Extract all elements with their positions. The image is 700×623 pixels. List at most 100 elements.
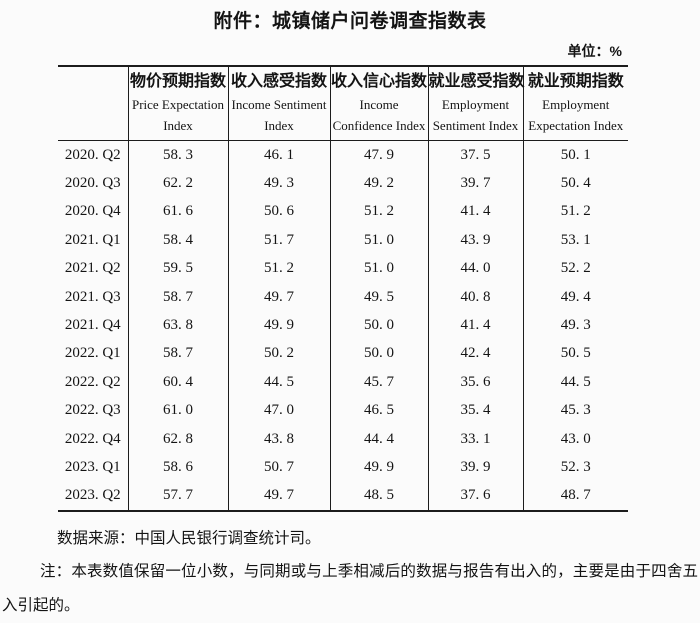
table-cell: 49. 3 <box>522 311 628 340</box>
table-cell: 51. 2 <box>329 197 428 227</box>
table-cell: 50. 0 <box>329 339 428 369</box>
table-cell: 58. 7 <box>127 339 228 369</box>
table-row: 2022. Q2 60. 4 44. 5 45. 7 35. 6 44. 5 <box>58 368 628 397</box>
table-cell: 49. 7 <box>227 481 330 512</box>
table-cell: 62. 8 <box>127 424 228 454</box>
row-period-label: 2020. Q4 <box>64 203 121 220</box>
row-period-label: 2022. Q4 <box>64 430 121 447</box>
table-cell: 58. 6 <box>127 453 228 482</box>
page-title: 附件：城镇储户问卷调查指数表 <box>213 11 487 32</box>
footnote: 注：本表数值保留一位小数，与同期或与上季相减后的数据与报告有出入的，主要是由于四… <box>2 563 698 615</box>
table-cell: 46. 1 <box>227 140 330 170</box>
row-period-label: 2023. Q2 <box>64 487 121 504</box>
table-cell: 62. 2 <box>127 169 228 198</box>
table-cell: 49. 4 <box>522 282 628 312</box>
table-cell: 53. 1 <box>522 226 628 255</box>
table-cell: 44. 4 <box>329 424 428 454</box>
row-period-label: 2021. Q2 <box>64 260 121 277</box>
table-cell: 45. 7 <box>329 368 428 397</box>
table-cell: 40. 8 <box>427 282 523 312</box>
table-cell: 35. 6 <box>427 368 523 397</box>
row-period-label: 2021. Q3 <box>64 288 121 305</box>
column-header-1: 物价预期指数 Price Expectation Index <box>127 66 228 141</box>
column-header-zh: 物价预期指数 <box>129 73 226 90</box>
survey-index-table: 物价预期指数 Price Expectation Index 收入感受指数 Incom… <box>58 65 628 513</box>
table-row: 2021. Q3 58. 7 49. 7 49. 5 40. 8 49. 4 <box>58 282 628 312</box>
table-cell: 47. 0 <box>227 396 330 425</box>
table-cell: 58. 7 <box>127 282 228 312</box>
table-cell: 44. 5 <box>227 368 330 397</box>
table-row: 2022. Q3 61. 0 47. 0 46. 5 35. 4 45. 3 <box>58 396 628 425</box>
table-cell: 49. 9 <box>329 453 428 482</box>
table-cell: 43. 0 <box>522 424 628 454</box>
column-header-4: 就业感受指数 Employment Sentiment Index <box>427 66 525 141</box>
table-cell: 50. 0 <box>329 311 428 340</box>
table-cell: 48. 5 <box>329 481 428 512</box>
row-period-label: 2021. Q4 <box>64 317 121 334</box>
row-period-label: 2022. Q3 <box>64 402 121 419</box>
row-period-label: 2023. Q1 <box>64 458 121 475</box>
column-header-3: 收入信心指数 Income Confidence Index <box>329 66 428 141</box>
table-cell: 51. 2 <box>227 254 330 283</box>
row-period-label: 2022. Q2 <box>64 373 121 390</box>
column-header-en: Employment Sentiment Index <box>432 97 519 133</box>
column-header-zh: 就业感受指数 <box>428 73 525 90</box>
column-header-zh: 收入信心指数 <box>330 73 427 90</box>
table-cell: 35. 4 <box>427 396 523 425</box>
table-cell: 47. 9 <box>329 140 428 170</box>
table-cell: 49. 2 <box>329 169 428 198</box>
table-row: 2020. Q3 62. 2 49. 3 49. 2 39. 7 50. 4 <box>58 169 628 198</box>
table-cell: 50. 1 <box>522 140 628 170</box>
column-header-zh: 就业预期指数 <box>527 73 624 90</box>
column-header-en: Price Expectation Index <box>131 97 225 133</box>
table-cell: 39. 9 <box>427 453 523 482</box>
row-period-label: 2020. Q3 <box>64 175 121 192</box>
data-source-note: 数据来源：中国人民银行调查统计司。 <box>57 530 321 548</box>
table-header-row: 物价预期指数 Price Expectation Index 收入感受指数 Incom… <box>58 66 628 141</box>
table-body: 2020. Q2 58. 3 46. 1 47. 9 37. 5 50. 1 2020. Q… <box>58 140 628 512</box>
table-cell: 39. 7 <box>427 169 523 198</box>
table-row: 2022. Q4 62. 8 43. 8 44. 4 33. 1 43. 0 <box>58 424 628 454</box>
table-cell: 58. 4 <box>127 226 228 255</box>
table-cell: 52. 2 <box>522 254 628 283</box>
table-cell: 49. 7 <box>227 282 330 312</box>
table-cell: 50. 5 <box>522 339 628 369</box>
table-row: 2020. Q2 58. 3 46. 1 47. 9 37. 5 50. 1 <box>58 140 628 170</box>
table-cell: 44. 5 <box>522 368 628 397</box>
table-row: 2023. Q2 57. 7 49. 7 48. 5 37. 6 48. 7 <box>58 481 628 512</box>
table-header: 物价预期指数 Price Expectation Index 收入感受指数 Incom… <box>58 66 628 141</box>
table-cell: 49. 3 <box>227 169 330 198</box>
table-cell: 50. 6 <box>227 197 330 227</box>
row-period-label: 2022. Q1 <box>64 345 121 362</box>
table-cell: 63. 8 <box>127 311 228 340</box>
column-header-en: Employment Expectation Index <box>528 97 624 133</box>
table-cell: 37. 6 <box>427 481 523 512</box>
table-row: 2021. Q1 58. 4 51. 7 51. 0 43. 9 53. 1 <box>58 226 628 255</box>
table-cell: 49. 9 <box>227 311 330 340</box>
table-cell: 51. 7 <box>227 226 330 255</box>
table-cell: 46. 5 <box>329 396 428 425</box>
column-header-zh: 收入感受指数 <box>230 73 327 90</box>
table-cell: 41. 4 <box>427 197 523 227</box>
table-cell: 50. 4 <box>522 169 628 198</box>
table-cell: 43. 8 <box>227 424 330 454</box>
table-cell: 43. 9 <box>427 226 523 255</box>
table-cell: 51. 2 <box>522 197 628 227</box>
table-cell: 59. 5 <box>127 254 228 283</box>
table-row: 2021. Q2 59. 5 51. 2 51. 0 44. 0 52. 2 <box>58 254 628 283</box>
column-header-en: Income Sentiment Index <box>231 97 327 133</box>
table-cell: 51. 0 <box>329 226 428 255</box>
table-cell: 44. 0 <box>427 254 523 283</box>
column-header-en: Income Confidence Index <box>332 97 426 133</box>
table-cell: 49. 5 <box>329 282 428 312</box>
table-cell: 42. 4 <box>427 339 523 369</box>
table-cell: 51. 0 <box>329 254 428 283</box>
table-cell: 41. 4 <box>427 311 523 340</box>
table-cell: 33. 1 <box>427 424 523 454</box>
table-cell: 52. 3 <box>522 453 628 482</box>
table-cell: 45. 3 <box>522 396 628 425</box>
table-cell: 50. 2 <box>227 339 330 369</box>
column-header-2: 收入感受指数 Income Sentiment Index <box>227 66 330 141</box>
table-cell: 61. 0 <box>127 396 228 425</box>
